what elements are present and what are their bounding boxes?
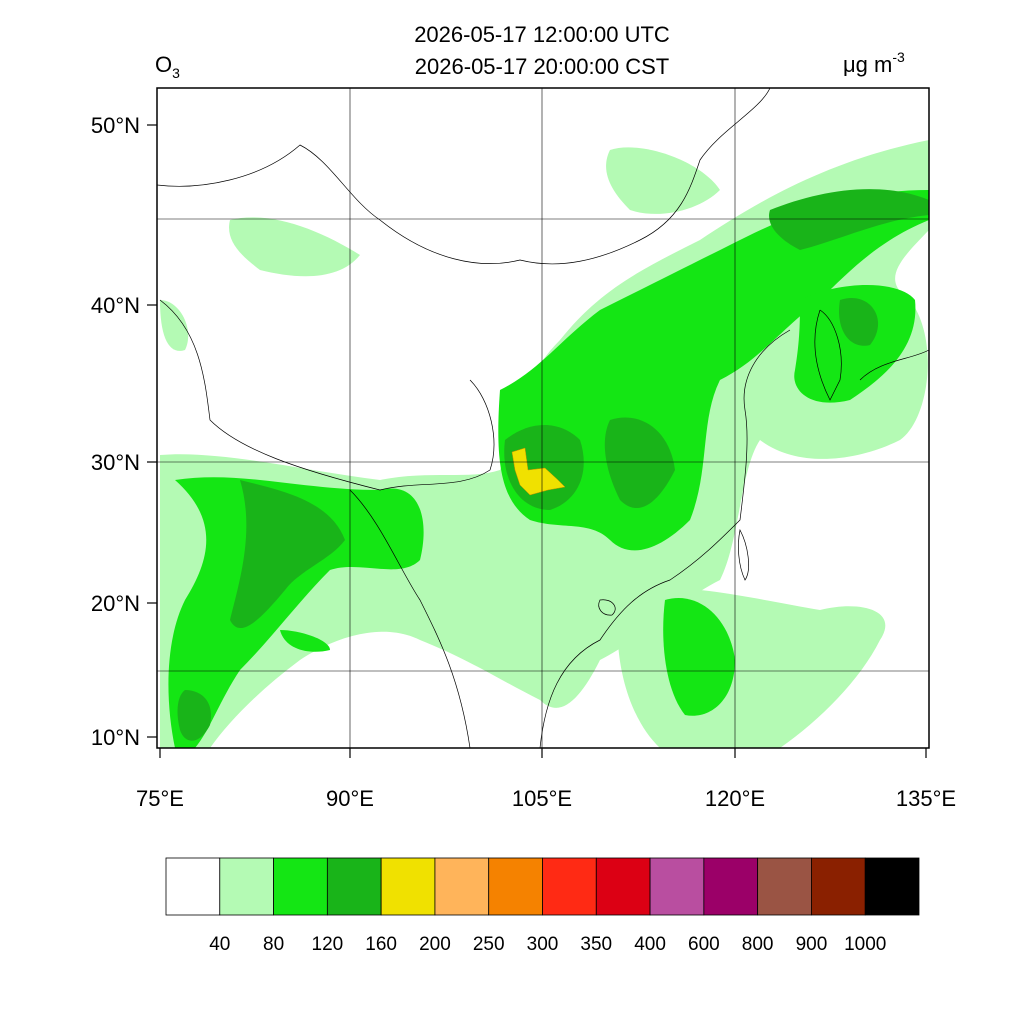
title-line: 2026-05-17 12:00:00 UTC xyxy=(414,22,670,47)
lat-label: 30°N xyxy=(91,450,140,475)
colorbar-box xyxy=(703,857,759,916)
lat-label: 40°N xyxy=(91,293,140,318)
colorbar-box xyxy=(434,857,490,916)
colorbar-box xyxy=(757,857,812,916)
lon-label: 120°E xyxy=(705,786,765,811)
field-80-120 xyxy=(168,190,929,748)
lat-label: 50°N xyxy=(91,113,140,138)
colorbar-box xyxy=(649,857,705,916)
colorbar-box xyxy=(811,857,866,916)
graticule xyxy=(157,88,929,748)
colorbar-label: 800 xyxy=(742,934,774,955)
colorbar-label: 80 xyxy=(263,934,284,955)
species-label: O3 xyxy=(155,52,180,81)
map-fields xyxy=(157,88,929,748)
colorbar-box xyxy=(273,857,328,916)
lon-label: 75°E xyxy=(136,786,184,811)
colorbar-label: 400 xyxy=(634,934,666,955)
lat-label: 20°N xyxy=(91,591,140,616)
lon-label: 90°E xyxy=(326,786,374,811)
colorbar-box xyxy=(380,857,436,916)
units-base: μg m xyxy=(843,52,892,77)
colorbar-box xyxy=(326,857,382,916)
lat-label: 10°N xyxy=(91,725,140,750)
colorbar-label: 1000 xyxy=(844,934,886,955)
colorbar-box xyxy=(542,857,597,916)
colorbar-label: 40 xyxy=(209,934,230,955)
colorbar-label: 250 xyxy=(473,934,505,955)
species-base: O xyxy=(155,52,172,77)
species-subscript: 3 xyxy=(172,65,180,81)
colorbar-label: 600 xyxy=(688,934,720,955)
colorbar-label: 200 xyxy=(419,934,451,955)
lon-label: 135°E xyxy=(896,786,956,811)
field-120-160 xyxy=(177,189,929,741)
field-160-200 xyxy=(511,447,566,496)
colorbar-box xyxy=(595,857,651,916)
colorbar: 40 80 120 160 200 250 300 350 400 600 800 900 1000 xyxy=(165,857,920,955)
colorbar-label: 300 xyxy=(527,934,559,955)
colorbar-box xyxy=(488,857,543,916)
colorbar-box xyxy=(165,857,221,916)
units-label: μg m-3 xyxy=(843,49,905,77)
colorbar-box xyxy=(219,857,274,916)
axis-labels: 50°N 40°N 30°N 20°N 10°N 75°E 90°E 105°E 120°E 13… xyxy=(91,113,956,811)
colorbar-label: 900 xyxy=(796,934,828,955)
map-frame xyxy=(156,87,930,749)
colorbar-label: 350 xyxy=(580,934,612,955)
units-superscript: -3 xyxy=(892,49,905,65)
boundaries xyxy=(157,88,929,748)
colorbar-label: 160 xyxy=(365,934,397,955)
lon-label: 105°E xyxy=(512,786,572,811)
colorbar-label: 120 xyxy=(312,934,344,955)
title-line: 2026-05-17 20:00:00 CST xyxy=(415,54,669,79)
colorbar-box xyxy=(864,857,920,916)
